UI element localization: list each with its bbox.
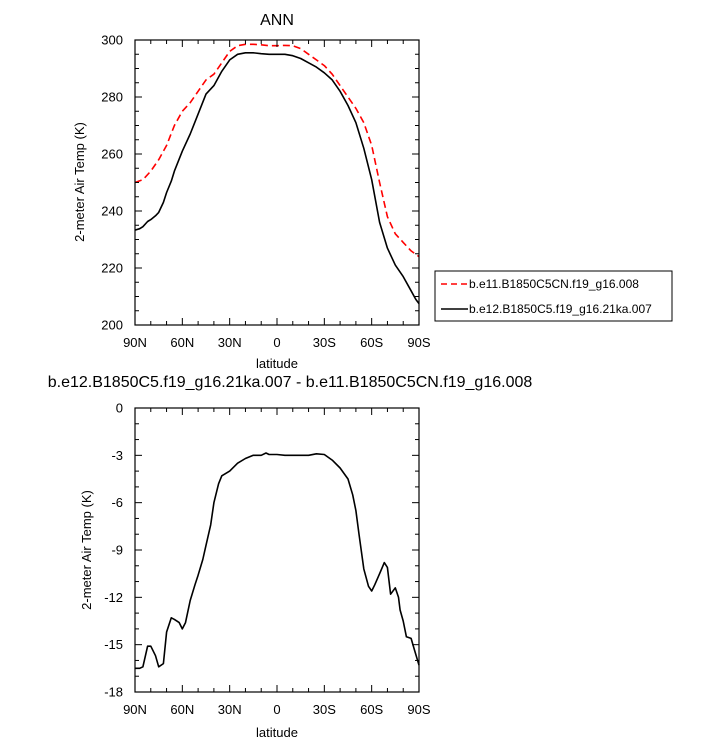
bottom-panel: b.e12.B1850C5.f19_g16.21ka.007 - b.e11.B…	[48, 374, 533, 740]
x-tick-label: 30N	[218, 335, 242, 350]
y-tick-label: 0	[116, 401, 123, 416]
series-line	[135, 452, 420, 670]
y-tick-label: 240	[101, 204, 123, 219]
x-tick-label: 0	[273, 702, 280, 717]
y-tick-label: 280	[101, 90, 123, 105]
x-tick-label: 90S	[407, 702, 430, 717]
bottom-y-axis-label: 2-meter Air Temp (K)	[79, 490, 94, 610]
series-line	[134, 51, 420, 305]
bottom-axis-ticks	[134, 407, 420, 693]
top-chart-title: ANN	[260, 12, 294, 29]
y-tick-label: -9	[111, 543, 123, 558]
x-tick-label: 60N	[170, 702, 194, 717]
y-tick-label: 200	[101, 318, 123, 333]
x-tick-label: 30S	[313, 335, 336, 350]
y-tick-label: -3	[111, 448, 123, 463]
y-tick-label: -18	[104, 685, 123, 700]
x-tick-label: 90N	[123, 702, 147, 717]
x-tick-label: 90S	[407, 335, 430, 350]
bottom-chart-title: b.e12.B1850C5.f19_g16.21ka.007 - b.e11.B…	[48, 374, 533, 391]
top-x-tick-labels: 90N 60N 30N 0 30S 60S 90S	[123, 335, 431, 350]
x-tick-label: 60N	[170, 335, 194, 350]
y-tick-label: -15	[104, 637, 123, 652]
x-tick-label: 60S	[360, 702, 383, 717]
y-tick-label: -12	[104, 590, 123, 605]
bottom-x-axis-label: latitude	[256, 725, 298, 740]
bottom-x-tick-labels: 90N 60N 30N 0 30S 60S 90S	[123, 702, 431, 717]
top-x-axis-label: latitude	[256, 356, 298, 371]
x-tick-label: 60S	[360, 335, 383, 350]
legend: b.e11.B1850C5CN.f19_g16.008 b.e12.B1850C…	[434, 270, 673, 322]
bottom-y-tick-labels: 0 -3 -6 -9 -12 -15 -18	[104, 401, 123, 700]
series-line	[134, 43, 420, 258]
top-y-axis-label: 2-meter Air Temp (K)	[72, 122, 87, 242]
top-y-tick-labels: 200 220 240 260 280 300	[101, 33, 123, 333]
bottom-plot-area	[135, 452, 420, 670]
legend-entry-lgm: b.e12.B1850C5.f19_g16.21ka.007	[469, 302, 652, 316]
x-tick-label: 90N	[123, 335, 147, 350]
y-tick-label: 260	[101, 147, 123, 162]
y-tick-label: 220	[101, 261, 123, 276]
x-tick-label: 0	[273, 335, 280, 350]
bottom-plot-frame	[134, 407, 420, 693]
legend-box	[434, 270, 673, 322]
y-tick-label: 300	[101, 33, 123, 48]
top-panel: ANN 90N 60N 30N 0 30S 60S 90S 200 220 24…	[72, 12, 673, 371]
top-plot-area	[134, 43, 420, 305]
x-tick-label: 30S	[313, 702, 336, 717]
top-axis-ticks	[134, 39, 420, 326]
legend-entry-control: b.e11.B1850C5CN.f19_g16.008	[469, 277, 639, 291]
top-plot-frame	[134, 39, 420, 326]
x-tick-label: 30N	[218, 702, 242, 717]
y-tick-label: -6	[111, 495, 123, 510]
